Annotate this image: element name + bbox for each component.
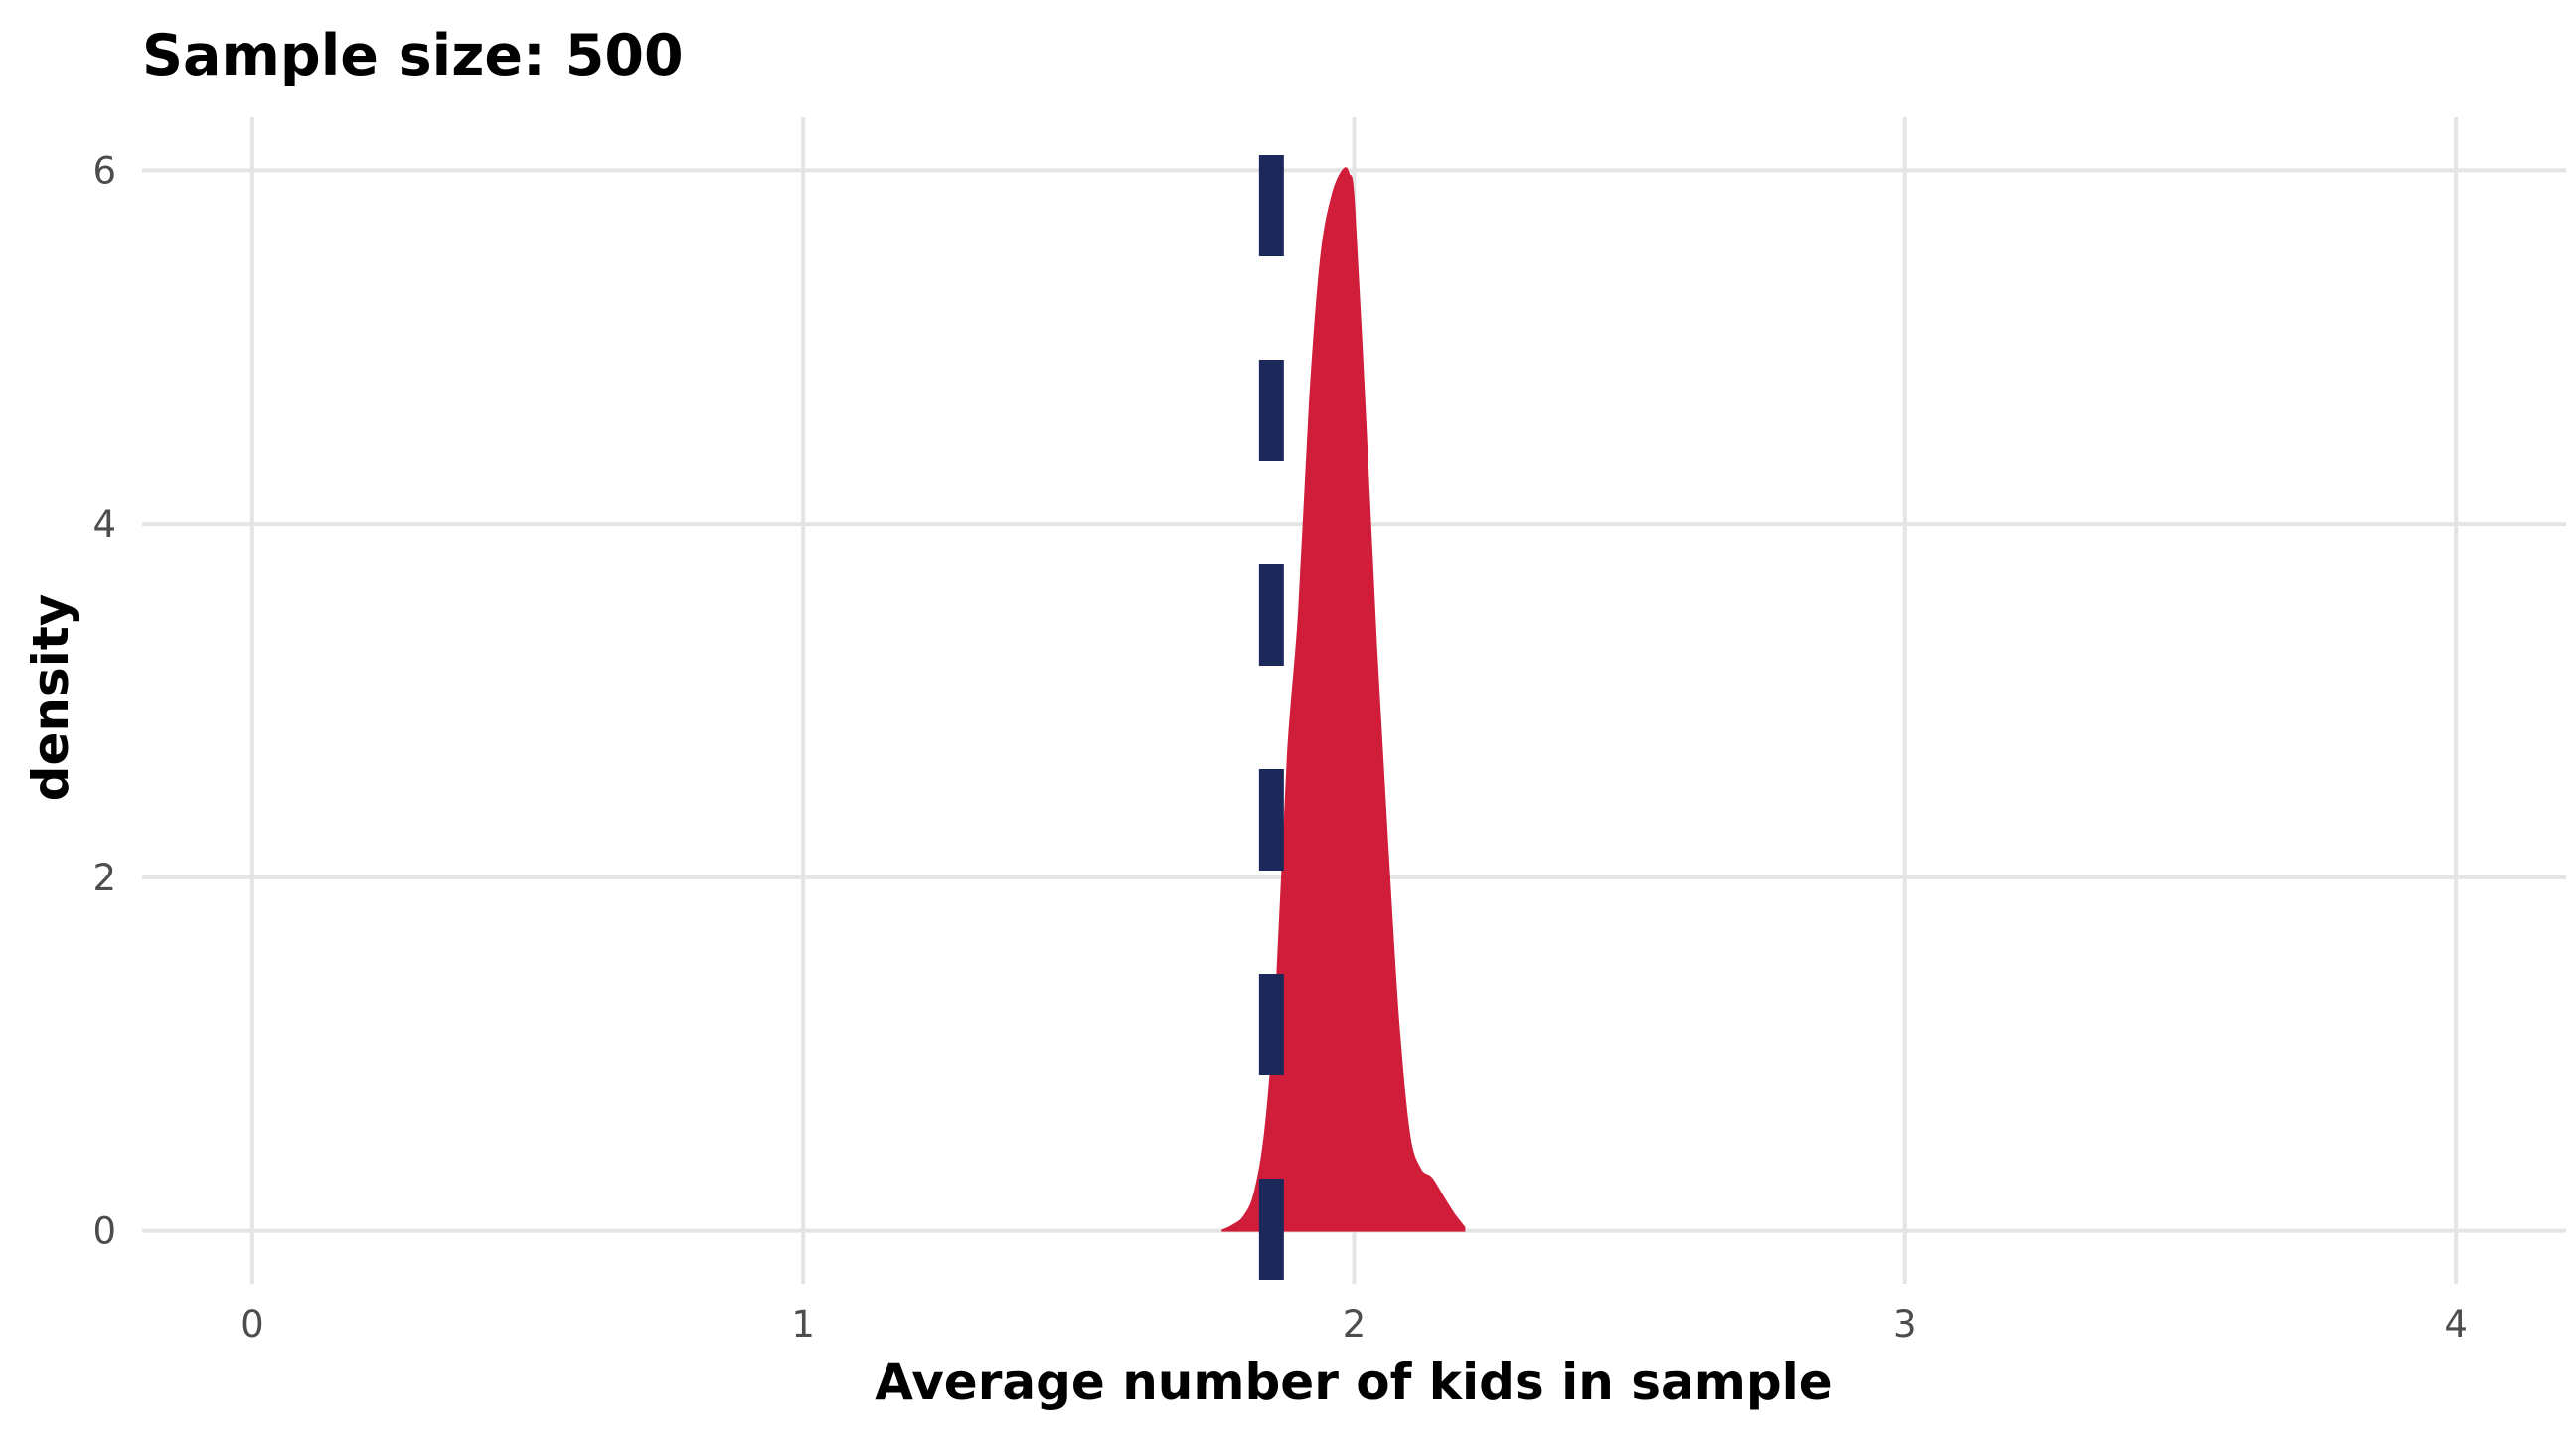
x-tick-label-2: 2 [1343, 1303, 1367, 1346]
tick-labels: 0 1 2 3 4 0 2 4 6 [92, 149, 2467, 1346]
x-tick-label-1: 1 [791, 1303, 815, 1346]
y-axis-title: density [22, 594, 80, 802]
y-tick-label-4: 4 [92, 503, 116, 546]
plot-area [1221, 167, 1466, 1232]
y-tick-label-2: 2 [92, 857, 116, 899]
chart-title: Sample size: 500 [142, 23, 684, 88]
density-area [1221, 167, 1466, 1232]
x-axis-title: Average number of kids in sample [875, 1353, 1832, 1411]
x-tick-label-4: 4 [2444, 1303, 2468, 1346]
y-tick-label-6: 6 [92, 149, 116, 192]
x-tick-label-0: 0 [241, 1303, 264, 1346]
y-tick-label-0: 0 [92, 1210, 116, 1253]
x-tick-label-3: 3 [1893, 1303, 1917, 1346]
